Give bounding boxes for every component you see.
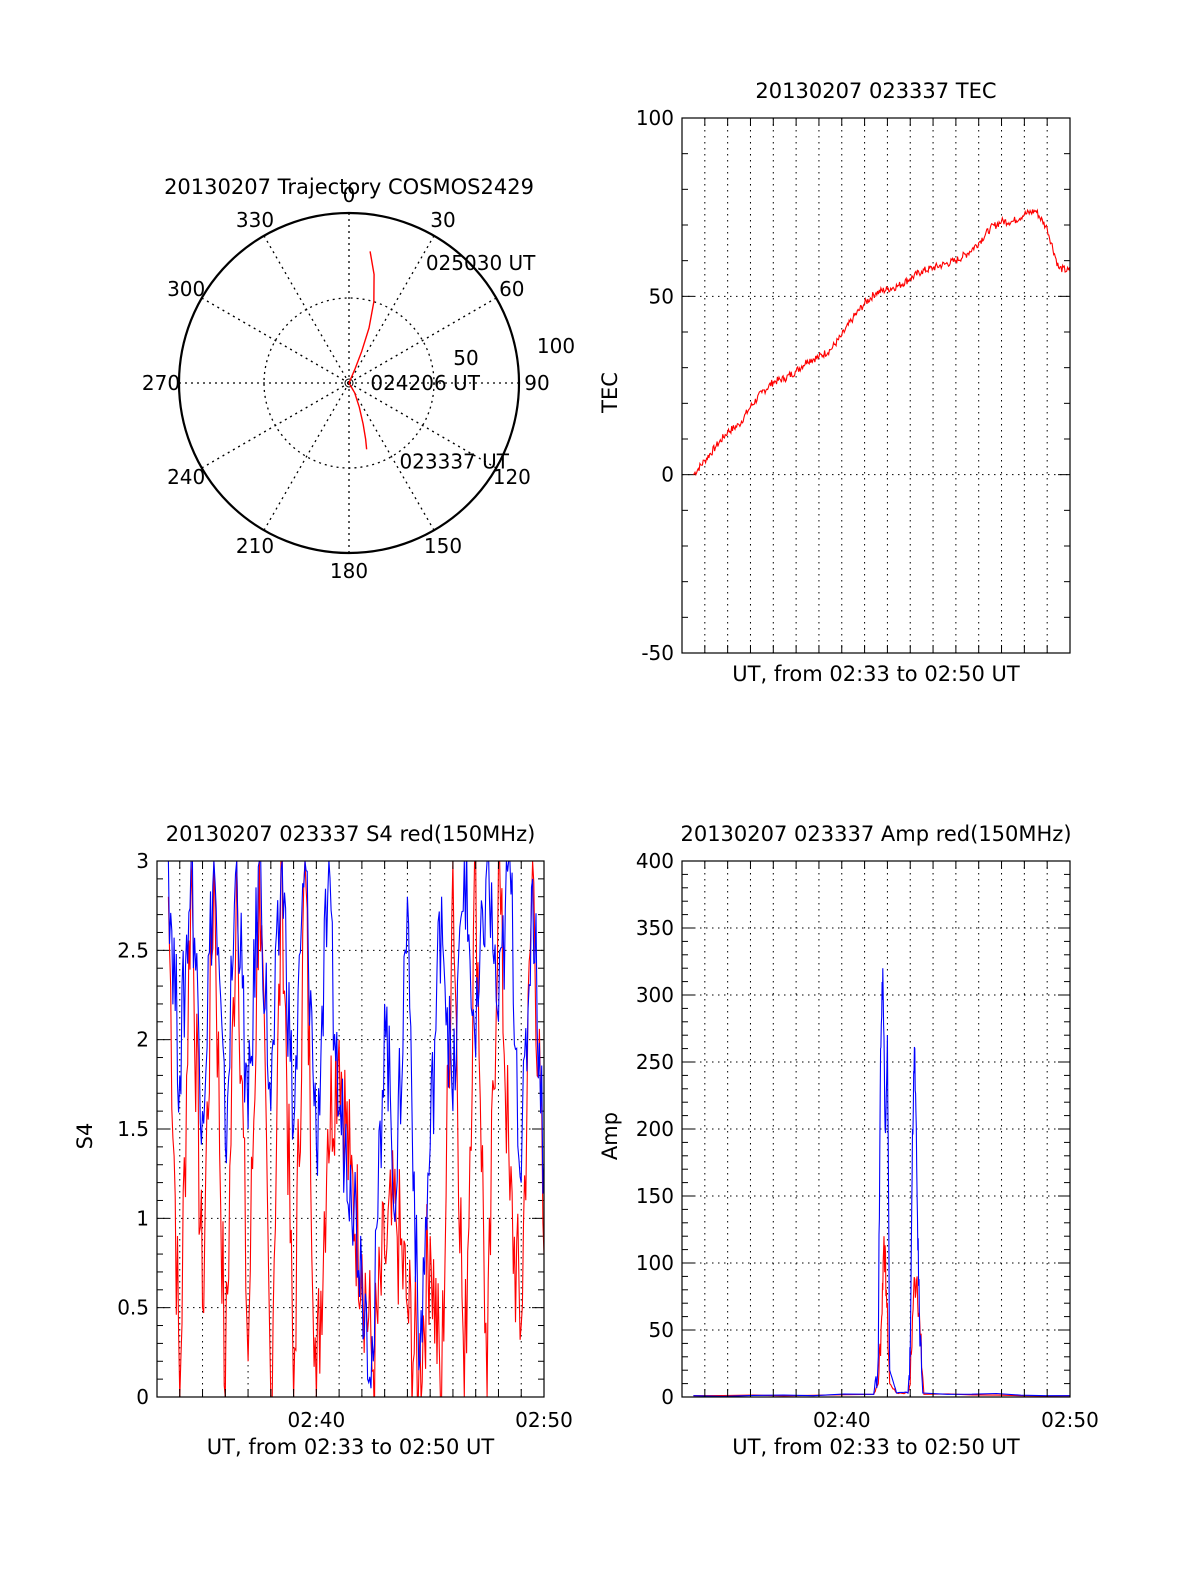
y-tick-label: 150 — [636, 1184, 674, 1208]
y-tick-label: 0.5 — [117, 1296, 149, 1320]
chart-title: 20130207 023337 TEC — [755, 79, 996, 103]
series-line — [167, 861, 544, 1397]
plot-frame — [681, 117, 1071, 654]
panel-s4 — [156, 860, 545, 1398]
angle-tick-label: 30 — [430, 208, 455, 232]
y-tick-label: 0 — [661, 1385, 674, 1409]
y-tick-label: 100 — [636, 1251, 674, 1275]
angle-tick-label: 60 — [499, 277, 524, 301]
axis-ticks — [681, 118, 1071, 653]
angle-tick-label: 120 — [493, 465, 531, 489]
polar-spoke — [201, 297, 350, 384]
polar-spoke — [348, 297, 497, 384]
y-tick-label: 0 — [661, 463, 674, 487]
y-tick-label: 3 — [136, 849, 149, 873]
x-tick-label: 02:40 — [288, 1408, 346, 1432]
polar-spoke — [348, 382, 497, 469]
series-line — [693, 968, 1070, 1397]
x-tick-label: 02:50 — [515, 1408, 573, 1432]
plot-frame — [156, 860, 545, 1398]
x-axis-label: UT, from 02:33 to 02:50 UT — [207, 1435, 495, 1459]
axis-ticks — [681, 861, 1071, 1397]
series-line — [167, 861, 544, 1389]
chart-title: 20130207 Trajectory COSMOS2429 — [164, 175, 534, 199]
y-tick-label: 100 — [636, 106, 674, 130]
y-tick-label: 2.5 — [117, 938, 149, 962]
polar-center — [344, 378, 354, 388]
angle-tick-label: 270 — [142, 371, 180, 395]
radial-tick-label: 100 — [537, 334, 575, 358]
panel-tec — [681, 117, 1071, 654]
trajectory-time-label: 025030 UT — [426, 251, 536, 275]
angle-tick-label: 150 — [424, 534, 462, 558]
trajectory-time-label: 024206 UT — [370, 371, 480, 395]
y-tick-label: 0 — [136, 1385, 149, 1409]
x-tick-label: 02:50 — [1041, 1408, 1099, 1432]
polar-spoke — [348, 382, 435, 531]
y-tick-label: 250 — [636, 1050, 674, 1074]
x-axis-label: UT, from 02:33 to 02:50 UT — [732, 1435, 1020, 1459]
panel-amp — [681, 860, 1071, 1398]
angle-tick-label: 180 — [330, 559, 368, 583]
chart-title: 20130207 023337 Amp red(150MHz) — [680, 822, 1071, 846]
y-tick-label: 50 — [649, 284, 674, 308]
trajectory-time-label: 023337 UT — [399, 449, 509, 473]
polar-spoke — [263, 382, 350, 531]
y-tick-label: 350 — [636, 916, 674, 940]
angle-tick-label: 210 — [236, 534, 274, 558]
angle-tick-label: 0 — [343, 183, 356, 207]
x-tick-label: 02:40 — [813, 1408, 871, 1432]
y-tick-label: 2 — [136, 1028, 149, 1052]
axis-ticks — [156, 861, 545, 1397]
angle-tick-label: 330 — [236, 208, 274, 232]
polar-grid — [179, 213, 519, 553]
y-tick-label: 1.5 — [117, 1117, 149, 1141]
y-tick-label: 50 — [649, 1318, 674, 1342]
y-axis-label: S4 — [73, 1123, 97, 1150]
angle-tick-label: 90 — [524, 371, 549, 395]
trajectory-line — [348, 251, 375, 450]
angle-tick-label: 240 — [167, 465, 205, 489]
plot-frame — [681, 860, 1071, 1398]
chart-title: 20130207 023337 S4 red(150MHz) — [166, 822, 536, 846]
y-tick-label: 300 — [636, 983, 674, 1007]
y-axis-label: Amp — [598, 1112, 622, 1160]
x-axis-label: UT, from 02:33 to 02:50 UT — [732, 662, 1020, 686]
angle-tick-label: 300 — [167, 277, 205, 301]
y-tick-label: -50 — [641, 641, 674, 665]
series-line — [693, 1236, 1070, 1397]
y-tick-label: 400 — [636, 849, 674, 873]
radial-tick-label: 50 — [453, 346, 478, 370]
y-tick-label: 1 — [136, 1206, 149, 1230]
y-axis-label: TEC — [598, 372, 622, 414]
y-tick-label: 200 — [636, 1117, 674, 1141]
series-line — [692, 208, 1070, 477]
polar-ring-50 — [263, 297, 435, 469]
polar-outer-ring — [177, 211, 521, 555]
